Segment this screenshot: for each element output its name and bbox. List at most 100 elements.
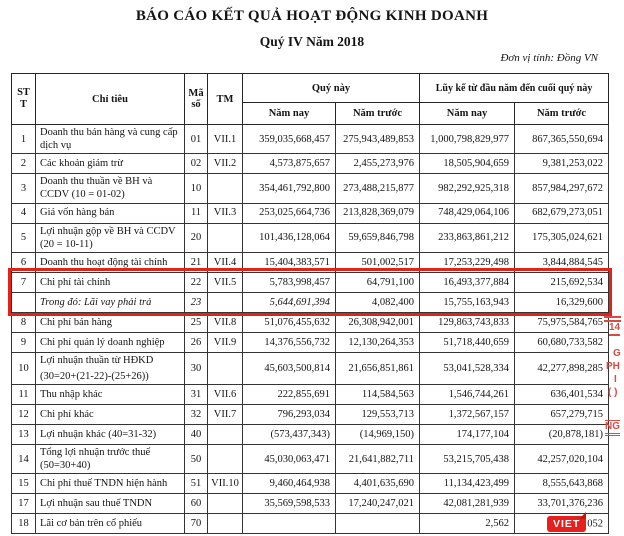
row-code: 21 [184,251,208,273]
stamp-fragment: NG [605,420,620,436]
cell-ytd-current: 233,863,861,212 [419,222,516,253]
cell-ytd-current: 2,562 [419,513,516,535]
cell-quarter-prior: 114,584,563 [334,384,421,405]
table-row: 8 Chi phí bán hàng 25 VII.8 51,076,455,6… [11,311,610,333]
cell-quarter-current: 51,076,455,632 [242,311,336,333]
cell-ytd-prior: 33,701,376,236 [514,493,610,515]
cell-quarter-current: 45,030,063,471 [242,443,336,475]
row-indicator-label: Doanh thu hoạt động tài chính [35,251,185,273]
row-number: 1 [11,123,36,155]
row-number: 7 [11,271,36,293]
row-number: 9 [11,331,36,353]
table-row: 17 Lợi nhuận sau thuế TNDN 60 35,569,598… [11,493,610,515]
cell-ytd-prior: 867,365,550,694 [514,123,610,155]
row-code: 10 [184,173,208,204]
cell-quarter-current: 9,460,464,938 [242,473,336,495]
row-indicator-label: Lãi cơ bản trên cổ phiếu [35,513,185,535]
cell-quarter-current: 796,293,034 [242,404,336,425]
table-row: 13 Lợi nhuận khác (40=31-32) 40 (573,437… [11,424,610,445]
row-code: 50 [184,443,208,475]
row-number: 13 [11,424,36,445]
cell-quarter-prior: 17,240,247,021 [334,493,421,515]
table-row: 9 Chi phí quản lý doanh nghiệp 26 VII.9 … [11,331,610,353]
row-number [11,291,36,313]
cell-ytd-prior: 682,679,273,051 [514,202,610,224]
cell-ytd-prior: 857,984,297,672 [514,173,610,204]
row-code: 11 [184,202,208,224]
col-header-stt: STT [11,73,36,125]
cell-quarter-prior: 275,943,489,853 [334,123,421,155]
row-indicator-label: Giá vốn hàng bán [35,202,185,224]
cell-ytd-current: 174,177,104 [419,424,516,445]
cell-ytd-current: 1,372,567,157 [419,404,516,425]
row-number: 10 [11,351,36,386]
row-code: 30 [184,351,208,386]
row-note-ref: VII.8 [207,311,243,333]
cell-quarter-current: 5,644,691,394 [242,291,336,313]
row-number: 17 [11,493,36,515]
cell-ytd-current: 11,134,423,499 [419,473,516,495]
income-statement-table: STT Chỉ tiêu Mã số TM Quý này Lũy kế từ … [11,73,610,535]
stamp-fragment: G [613,348,621,359]
row-code: 26 [184,331,208,353]
row-indicator-label: Chi phí khác [35,404,185,425]
cell-ytd-prior: 657,279,715 [514,404,610,425]
row-indicator-label: Chi phí bán hàng [35,311,185,333]
table-row: Trong đó: Lãi vay phải trả 23 5,644,691,… [11,291,610,313]
table-row: 4 Giá vốn hàng bán 11 VII.3 253,025,664,… [11,202,610,224]
cell-quarter-current: (573,437,343) [242,424,336,445]
cell-quarter-current: 359,035,668,457 [242,123,336,155]
vietstock-watermark-badge: VIET [546,511,587,532]
report-period: Quý IV Năm 2018 [259,34,365,49]
col-group-ytd: Lũy kế từ đầu năm đến cuối quý này [419,73,610,103]
col-header-tm: TM [207,73,243,125]
table-row: 12 Chi phí khác 32 VII.7 796,293,034 129… [11,404,610,425]
table-row: 14 Tổng lợi nhuận trước thuế (50=30+40) … [11,443,610,475]
cell-quarter-current: 5,783,998,457 [242,271,336,293]
table-row: 11 Thu nhập khác 31 VII.6 222,855,691 11… [11,384,610,405]
cell-ytd-prior: 16,329,600 [514,291,610,313]
cell-ytd-current: 53,041,528,334 [419,351,516,386]
row-code: 31 [184,384,208,405]
table-row: 7 Chi phí tài chính 22 VII.5 5,783,998,4… [11,271,610,293]
cell-ytd-prior: (20,878,181) [514,424,610,445]
table-row: 3 Doanh thu thuần về BH và CCDV (10 = 01… [11,173,610,204]
cell-quarter-prior: 21,656,851,861 [334,351,421,386]
row-indicator-label: Doanh thu thuần về BH và CCDV (10 = 01-0… [35,173,185,204]
cell-quarter-prior: 129,553,713 [334,404,421,425]
cell-quarter-prior: 12,130,264,353 [334,331,421,353]
row-indicator-label: Chi phí quản lý doanh nghiệp [35,331,185,353]
cell-quarter-prior [334,513,421,535]
row-note-ref: VII.7 [207,404,243,425]
row-code: 25 [184,311,208,333]
row-note-ref: VII.3 [207,202,243,224]
header-row-groups: STT Chỉ tiêu Mã số TM Quý này Lũy kế từ … [11,73,610,125]
row-note-ref: VII.9 [207,331,243,353]
cell-quarter-current: 15,404,383,571 [242,251,336,273]
cell-quarter-prior: 59,659,846,798 [334,222,421,253]
stamp-fragment: ( ) [608,387,618,398]
cell-quarter-prior: 2,455,273,976 [334,153,421,175]
stamp-line-fragment [604,316,621,322]
table-row: 10 Lợi nhuận thuần từ HĐKD (30=20+(21-22)… [11,351,610,386]
cell-ytd-prior: VIET 052 [514,511,610,535]
cell-ytd-prior: 636,401,534 [514,384,610,405]
row-note-ref [207,424,243,445]
cell-quarter-prior: (14,969,150) [334,424,421,445]
cell-quarter-prior: 4,082,400 [334,291,421,313]
row-code: 23 [184,291,208,313]
row-note-ref: VII.5 [207,271,243,293]
cell-ytd-current: 17,253,229,498 [419,251,516,273]
cell-ytd-current: 982,292,925,318 [419,173,516,204]
cell-ytd-prior: 42,257,020,104 [514,443,610,475]
row-indicator-label: Lợi nhuận sau thuế TNDN [35,493,185,515]
cell-quarter-current: 222,855,691 [242,384,336,405]
row-code: 02 [184,153,208,175]
currency-unit-note: Đơn vị tính: Đồng VN [500,52,598,64]
table-row: 1 Doanh thu bán hàng và cung cấp dịch vụ… [11,123,610,155]
col-group-quarter: Quý này [241,73,421,103]
cell-quarter-current: 101,436,128,064 [242,222,336,253]
cell-quarter-prior: 26,308,942,001 [334,311,421,333]
row-number: 3 [11,173,36,204]
row-code: 70 [184,513,208,535]
